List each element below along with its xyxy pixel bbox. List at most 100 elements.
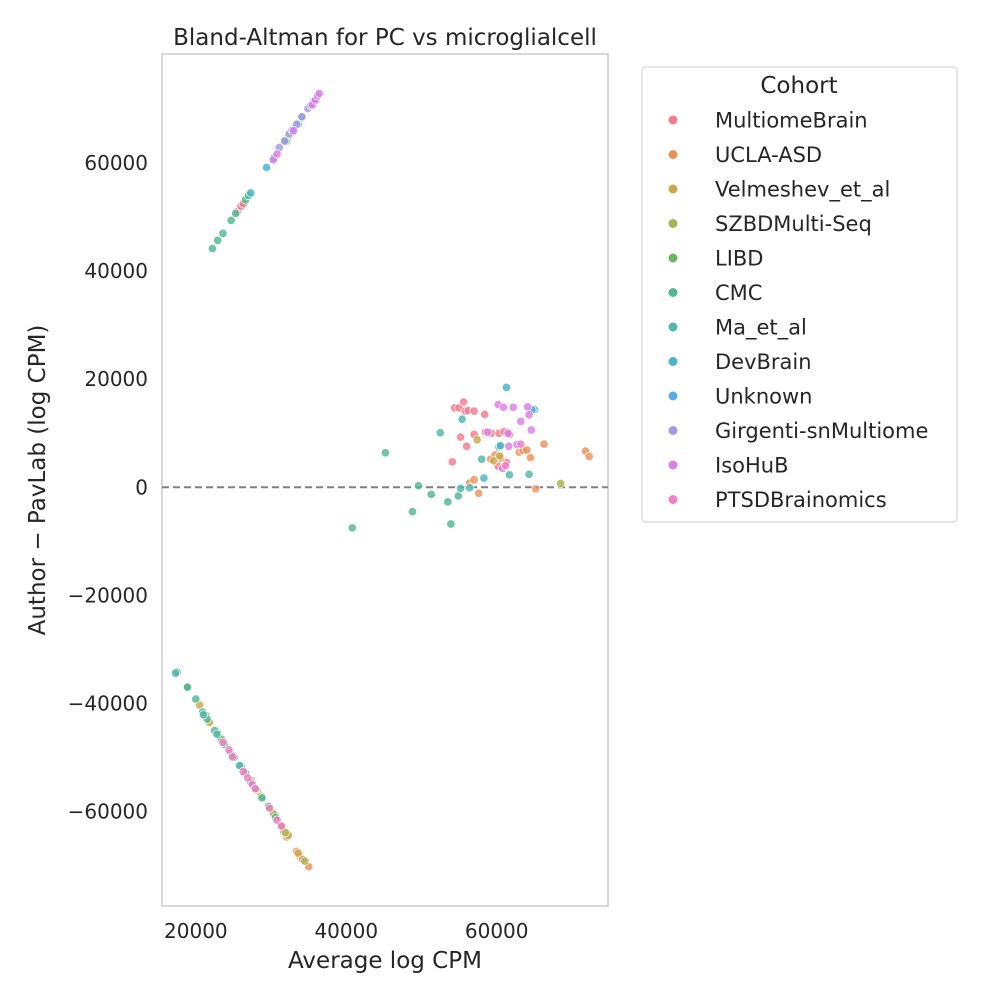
chart-title: Bland-Altman for PC vs microglialcell [173,25,597,51]
data-point [300,856,310,866]
data-point [257,793,267,803]
y-tick-label: 0 [135,475,148,499]
data-point [228,752,238,762]
data-point [289,126,299,136]
x-axis-label: Average log CPM [288,948,482,974]
y-tick-label: −60000 [68,799,148,823]
x-tick-label: 20000 [164,919,228,943]
plot-frame [161,53,609,907]
data-point [435,428,445,438]
legend-label: Girgenti-snMultiome [715,419,928,443]
data-point [456,483,466,493]
legend-label: Ma_et_al [715,316,807,341]
data-point [272,149,282,159]
legend-marker [668,391,678,401]
legend-marker [668,253,678,263]
data-point [226,215,236,225]
data-point [556,478,566,489]
data-point [207,243,217,254]
data-point [469,406,479,416]
data-point [277,821,287,831]
data-point [503,428,513,438]
legend-label: CMC [715,281,762,305]
data-point [526,425,536,435]
data-point [218,228,228,238]
y-axis-label: Author − PavLab (log CPM) [25,325,51,636]
data-point [243,773,253,783]
data-point [456,432,466,442]
legend-marker [668,115,678,125]
data-point [459,397,469,407]
y-tick-label: −40000 [68,691,148,715]
data-point [480,409,490,419]
y-tick-label: 20000 [84,367,148,391]
legend-label: PTSDBrainomics [715,488,887,512]
data-point [198,710,208,720]
legend-frame [641,66,958,523]
data-point [447,457,457,467]
legend-marker [668,357,678,366]
data-point [522,445,532,455]
data-point [504,441,514,451]
legend-marker [668,460,678,470]
data-point [191,694,201,704]
data-point [531,484,541,494]
data-point [261,162,272,173]
data-point [501,382,512,392]
data-point [446,519,456,529]
legend-label: MultiomeBrain [715,109,868,133]
data-point [524,469,534,479]
data-point [462,441,472,451]
data-point [453,491,463,501]
legend-marker [668,495,678,504]
data-point [238,766,248,777]
legend-marker [668,150,678,159]
data-point [224,745,234,755]
data-point [522,402,533,412]
legend-marker [668,322,678,332]
y-tick-label: 60000 [84,151,148,175]
data-point [584,451,594,462]
data-point [472,435,482,445]
data-point [293,848,303,858]
data-point [380,448,390,458]
data-point [314,88,324,98]
data-point [508,402,518,412]
legend-marker [668,219,678,228]
y-tick-label: −20000 [68,583,148,607]
data-point [280,136,290,146]
data-point [504,470,515,480]
data-point [218,737,228,747]
legend-label: Velmeshev_et_al [715,178,890,203]
x-axis-ticks: 20000 40000 60000 [164,919,528,943]
data-point [246,188,256,198]
data-point [212,729,222,739]
data-point [465,483,475,493]
legend-label: IsoHuB [715,454,789,478]
legend-label: Unknown [715,385,812,409]
legend-items: MultiomeBrain UCLA-ASD Velmeshev_et_al SZBD… [668,109,928,512]
legend-label: DevBrain [715,350,812,374]
x-tick-label: 40000 [314,919,378,943]
data-point [347,523,357,533]
data-point [489,456,499,466]
data-point [525,453,536,463]
scatter-points [170,88,594,872]
data-point [457,414,467,424]
legend-label: UCLA-ASD [715,143,822,167]
data-point [539,439,549,449]
data-point [501,461,511,471]
legend-marker [668,184,678,194]
data-point [213,235,223,245]
data-point [231,208,241,218]
legend-label: LIBD [715,247,763,271]
data-point [443,497,453,507]
data-point [469,475,479,485]
data-point [413,481,424,491]
data-point [297,112,307,122]
data-point [183,682,193,692]
data-point [516,416,526,426]
legend: Cohort MultiomeBrain UCLA-ASD Velmeshev_et… [641,66,958,523]
data-point [498,402,509,412]
